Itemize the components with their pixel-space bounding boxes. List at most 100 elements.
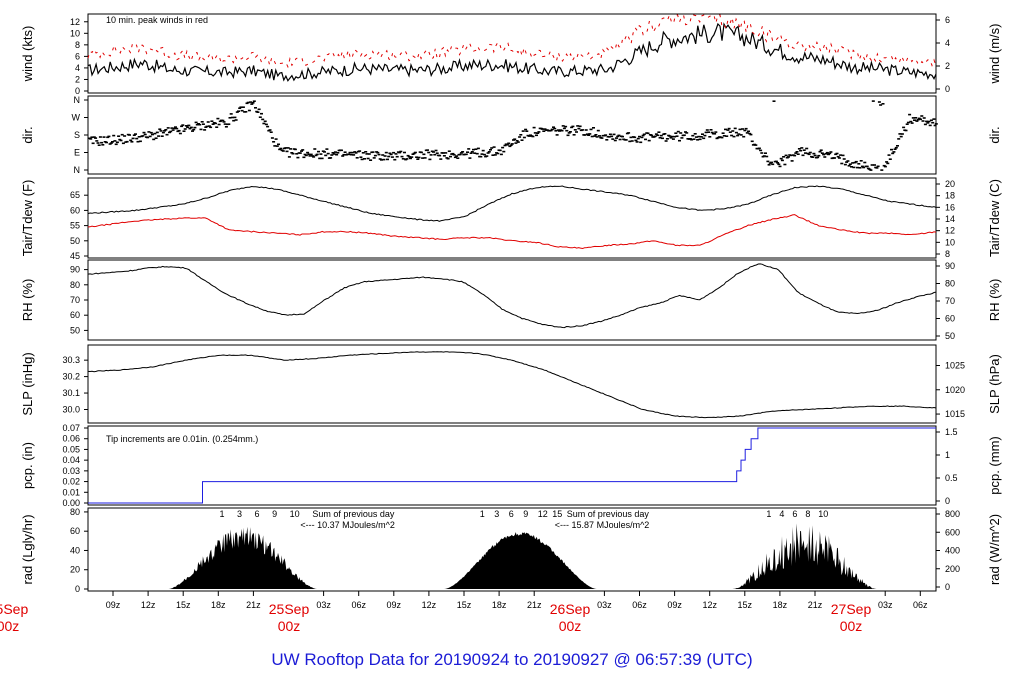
wind-dir-point [771,163,775,166]
wind-dir-point [330,154,334,156]
wind-dir-point [482,153,486,156]
wind-dir-point [908,113,912,116]
radiation-hour-marker: 6 [509,509,514,519]
wind-dir-point [592,127,595,129]
wind-dir-point [188,127,192,130]
wind-dir-point [491,154,495,156]
wind-dir-point [841,154,845,157]
y-tick-label-left: 4 [75,63,80,73]
y-tick-label-right: 1020 [945,385,965,395]
wind-dir-point [522,136,526,139]
wind-dir-point [326,152,330,155]
panel-6: pcp. (in) pcp. (mm)0.000.010.020.030.040.… [20,423,1002,508]
wind-dir-point [218,120,222,123]
wind-dir-point [800,147,804,149]
wind-dir-point [174,126,177,128]
wind-dir-point [748,132,752,135]
wind-dir-point [175,127,179,130]
radiation-hour-marker: 1 [766,509,771,519]
wind-dir-point [314,154,318,157]
series-line-1 [87,22,937,82]
wind-dir-point [514,142,518,144]
wind-dir-point [107,135,111,138]
y-axis-label-left: Tair/Tdew (F) [20,180,35,257]
wind-dir-point [352,154,356,156]
wind-dir-point [611,138,615,140]
wind-dir-point [464,153,468,156]
date-hour-label: 00z [0,618,19,634]
wind-dir-point [871,100,875,102]
wind-dir-point [189,126,193,129]
wind-dir-point [394,153,398,155]
wind-dir-point [256,111,260,113]
wind-dir-point [91,142,95,145]
wind-dir-point [760,152,764,154]
wind-dir-point [679,132,683,134]
wind-dir-point [898,133,902,135]
wind-dir-point [100,141,104,144]
wind-dir-point [802,149,806,151]
y-tick-label-left: 0.05 [62,444,80,454]
wind-dir-point [656,134,660,137]
wind-dir-point [639,141,643,144]
wind-dir-point [455,155,459,157]
y-tick-label-right: 70 [945,296,955,306]
wind-dir-point [364,151,368,153]
wind-dir-point [315,153,319,156]
wind-dir-point [355,157,359,159]
wind-dir-point [423,157,427,159]
wind-dir-point [308,155,312,157]
wind-dir-point [264,123,268,126]
y-axis-label-right: SLP (hPa) [987,354,1002,414]
wind-dir-point [669,137,673,139]
wind-dir-point [583,134,587,136]
y-tick-label-right: 8 [945,249,950,259]
wind-dir-point [239,106,243,108]
wind-dir-point [177,129,181,132]
wind-dir-point [300,150,303,152]
wind-dir-point [808,151,812,154]
wind-dir-point [777,163,781,166]
wind-dir-point [268,129,272,131]
wind-dir-point [125,140,129,143]
wind-dir-point [905,123,909,125]
wind-dir-point [674,132,678,134]
wind-dir-point [503,144,507,147]
wind-dir-point [520,139,524,141]
time-axis: 09z 12z 15z 18z 21z 03z 06z 09z 12z 15z 18z 21z 03z 0… [0,591,928,634]
wind-dir-point [221,119,225,122]
wind-dir-point [498,149,502,152]
wind-dir-point [234,119,238,121]
radiation-sum-note: Sum of previous day [312,509,395,519]
y-tick-label-right: 200 [945,564,960,574]
wind-dir-point [419,151,423,154]
wind-dir-point [441,152,445,154]
wind-dir-point [851,162,855,164]
date-label: 27Sep [831,601,872,617]
wind-dir-point [320,157,324,160]
y-tick-label-left: 0.00 [62,498,80,508]
wind-dir-point [680,137,684,139]
wind-dir-point [257,108,261,111]
wind-dir-point [432,151,435,153]
wind-dir-point [816,156,820,159]
wind-dir-point [428,158,432,161]
y-tick-label-right: 0.5 [945,473,958,483]
radiation-hour-marker: 3 [237,509,242,519]
panel-frame [87,344,937,424]
wind-dir-point [902,126,906,129]
radiation-hour-marker: 15 [552,509,562,519]
wind-dir-point [766,160,770,163]
wind-dir-point [354,152,358,154]
wind-dir-point [340,149,343,152]
wind-dir-point [818,150,822,153]
wind-dir-point [254,107,257,109]
wind-dir-point [882,164,886,167]
wind-dir-point [132,134,136,136]
y-tick-label-left: 30.0 [62,404,80,414]
y-tick-label-left: 0 [75,86,80,96]
wind-dir-point [873,164,876,166]
wind-dir-point [638,135,641,138]
wind-dir-point [584,129,588,131]
wind-dir-point [772,100,776,102]
